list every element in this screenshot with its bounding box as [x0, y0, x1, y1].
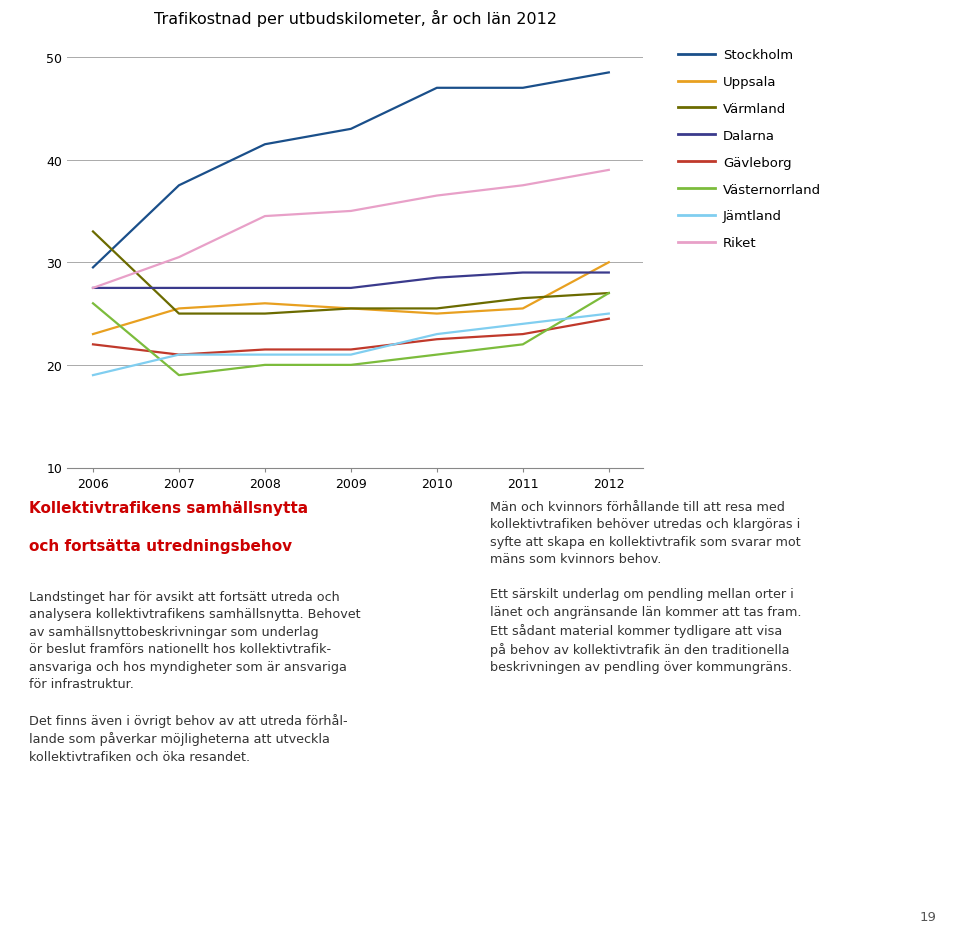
- Text: och fortsätta utredningsbehov: och fortsätta utredningsbehov: [29, 538, 292, 553]
- Legend: Stockholm, Uppsala, Värmland, Dalarna, Gävleborg, Västernorrland, Jämtland, Rike: Stockholm, Uppsala, Värmland, Dalarna, G…: [673, 44, 827, 256]
- Text: Män och kvinnors förhållande till att resa med
kollektivtrafiken behöver utredas: Män och kvinnors förhållande till att re…: [490, 500, 801, 673]
- Title: Trafikostnad per utbudskilometer, år och län 2012: Trafikostnad per utbudskilometer, år och…: [154, 9, 557, 26]
- Text: 19: 19: [919, 910, 936, 923]
- Text: Landstinget har för avsikt att fortsätt utreda och
analysera kollektivtrafikens : Landstinget har för avsikt att fortsätt …: [29, 590, 360, 763]
- Text: Kollektivtrafikens samhällsnytta: Kollektivtrafikens samhällsnytta: [29, 500, 308, 515]
